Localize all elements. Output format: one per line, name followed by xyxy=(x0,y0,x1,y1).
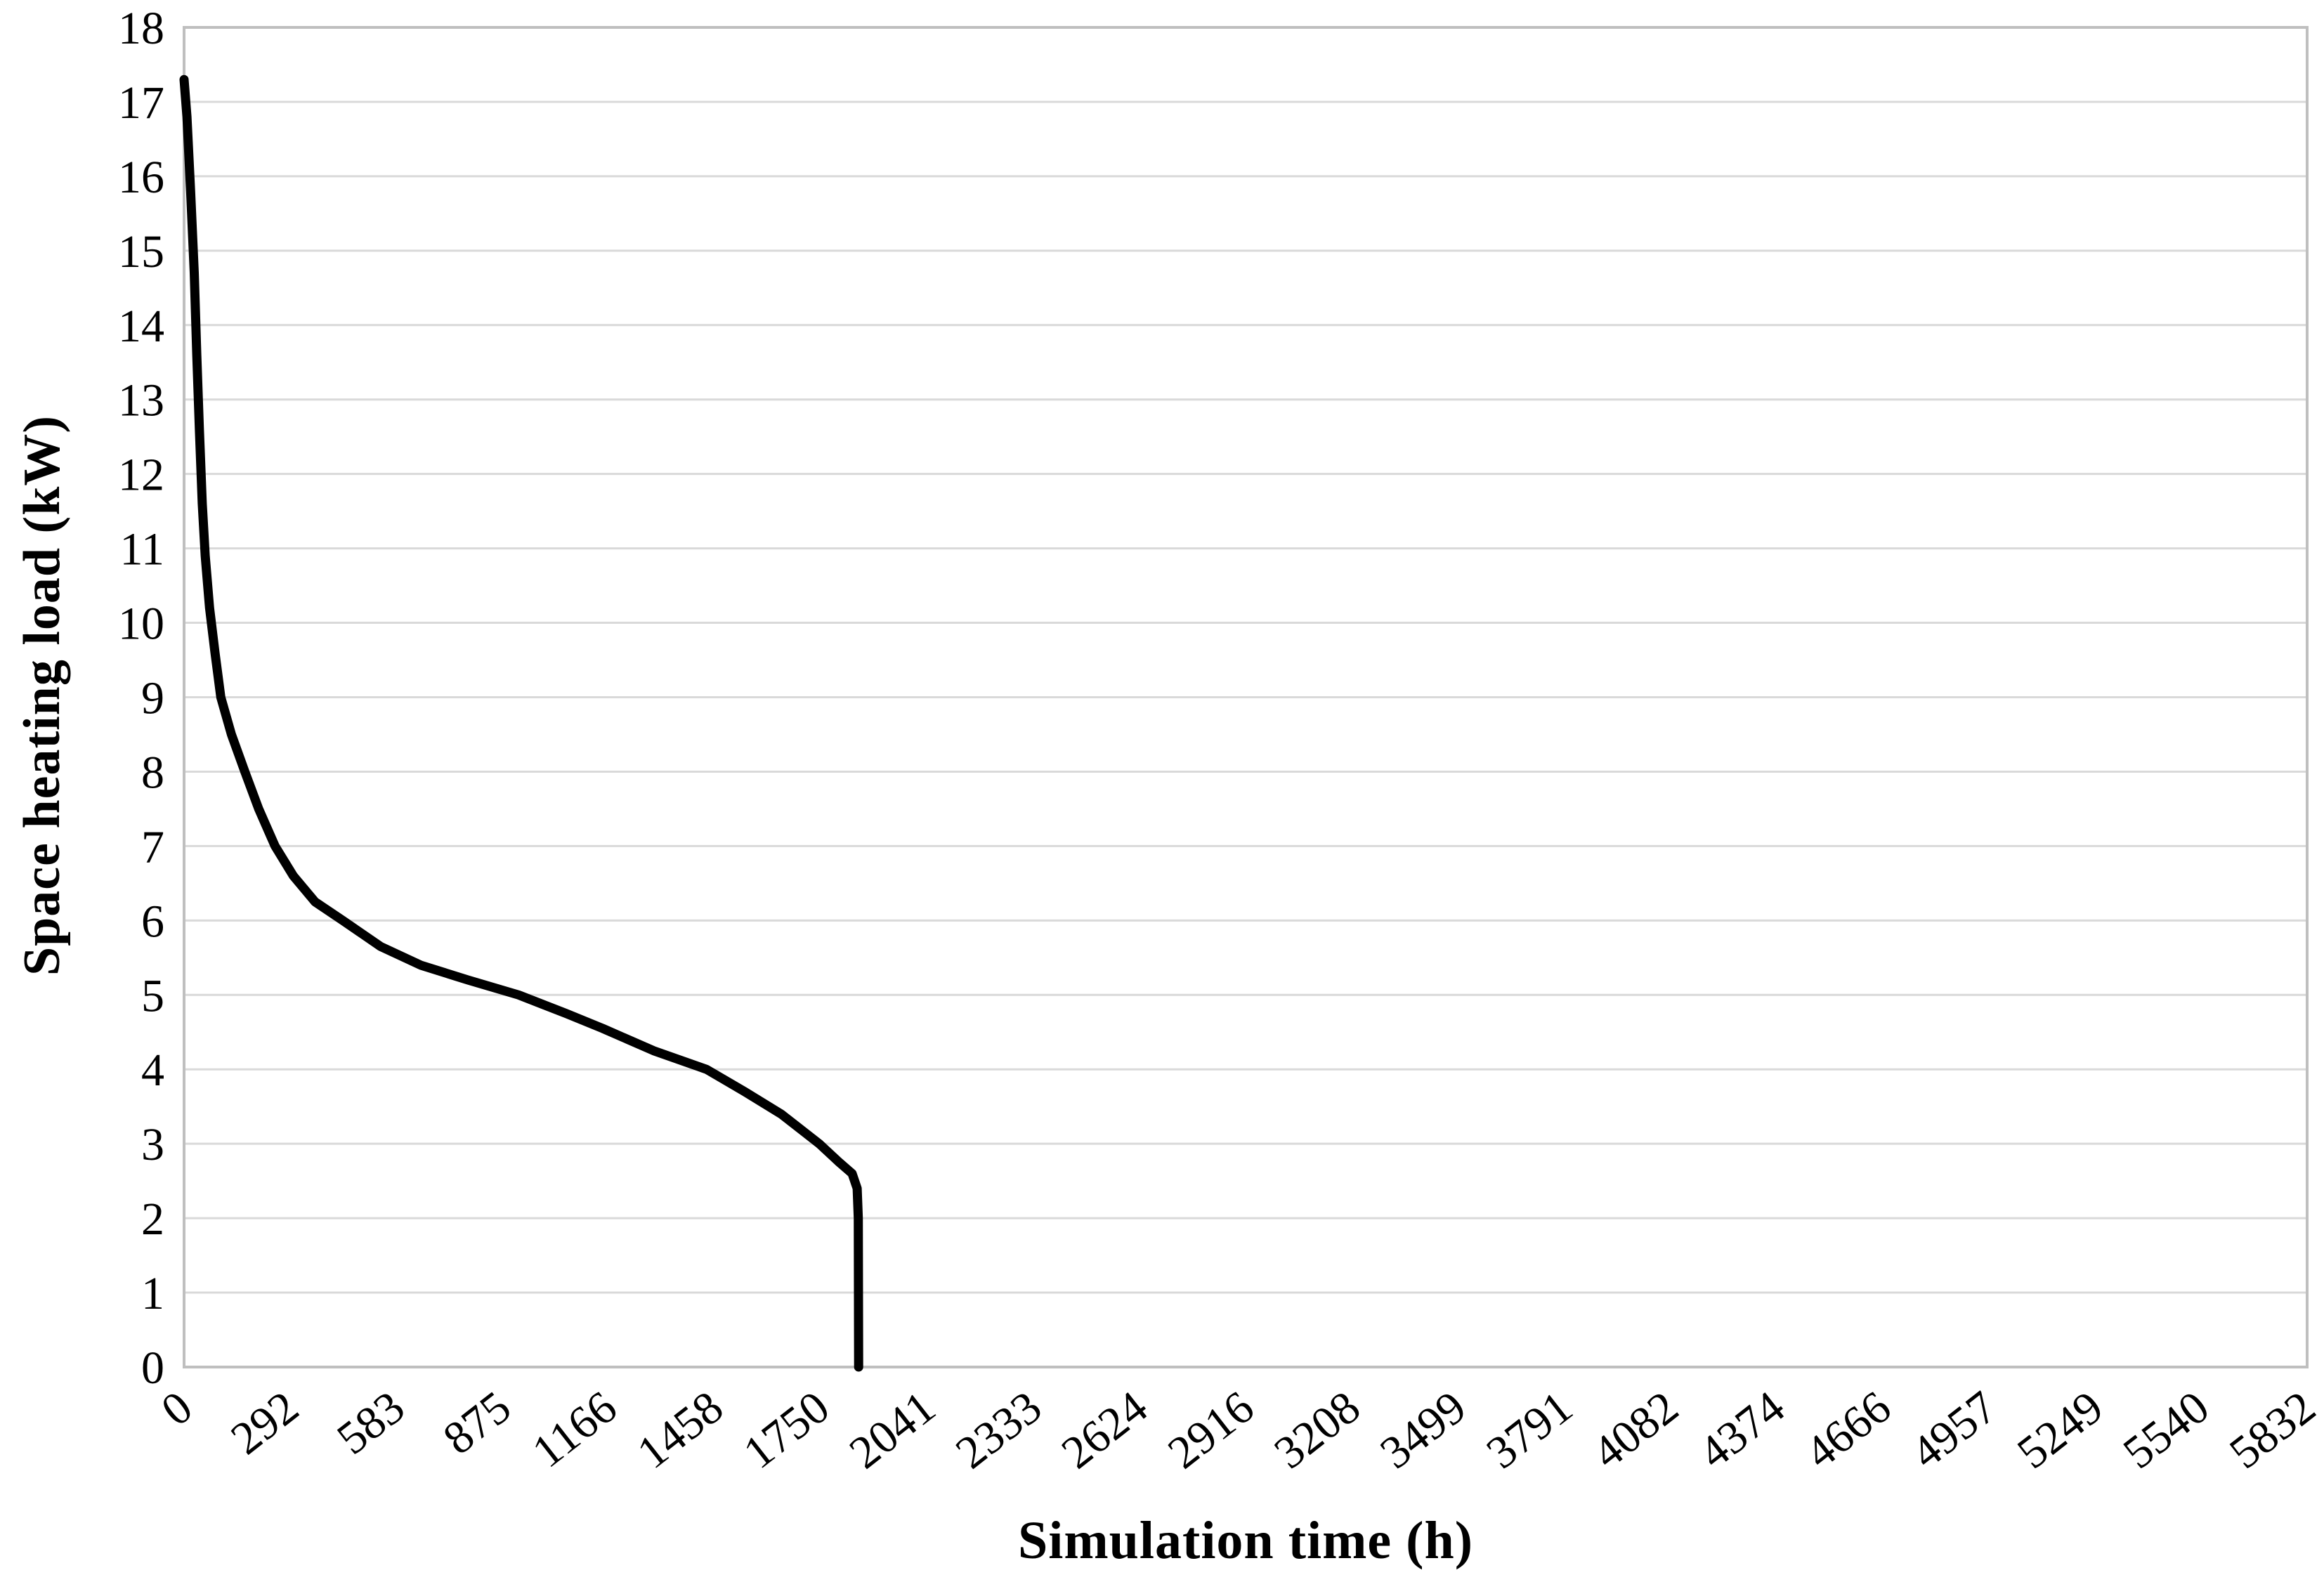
x-tick-label: 2624 xyxy=(1052,1381,1157,1479)
y-tick-label: 17 xyxy=(118,77,164,129)
x-tick-label: 292 xyxy=(222,1381,308,1464)
x-tick-label: 5249 xyxy=(2008,1381,2113,1479)
y-tick-label: 5 xyxy=(141,970,164,1021)
plot-border xyxy=(183,26,2309,1368)
y-tick-label: 10 xyxy=(118,599,164,650)
x-tick-label: 0 xyxy=(152,1381,202,1436)
x-tick-label: 875 xyxy=(434,1381,521,1464)
x-tick-label: 4957 xyxy=(1902,1381,2006,1479)
x-axis-title: Simulation time (h) xyxy=(1017,1511,1474,1570)
x-tick-label: 583 xyxy=(327,1381,414,1464)
gridlines xyxy=(184,26,2307,1368)
x-tick-label: 4666 xyxy=(1796,1381,1900,1479)
x-tick-label: 2041 xyxy=(840,1381,945,1479)
x-tick-label: 1166 xyxy=(523,1381,626,1477)
y-tick-label: 1 xyxy=(141,1268,164,1319)
x-tick-label: 2333 xyxy=(946,1381,1051,1479)
y-tick-label: 15 xyxy=(118,226,164,277)
y-tick-label: 13 xyxy=(118,375,164,426)
x-tick-label: 4082 xyxy=(1583,1381,1687,1479)
y-tick-label: 16 xyxy=(118,152,164,203)
y-tick-label: 11 xyxy=(119,524,164,575)
y-axis-title: Space heating load (kW) xyxy=(13,415,71,976)
y-tick-label: 3 xyxy=(141,1119,164,1170)
x-tick-label: 3208 xyxy=(1265,1381,1370,1479)
y-tick-label: 4 xyxy=(141,1045,164,1096)
load-curve xyxy=(179,74,863,1372)
y-tick-label: 14 xyxy=(118,301,164,352)
y-tick-label: 9 xyxy=(141,673,164,724)
y-tick-label: 6 xyxy=(141,896,164,947)
y-tick-label: 0 xyxy=(141,1342,164,1394)
x-tick-label: 1750 xyxy=(734,1381,839,1479)
x-tick-label: 2916 xyxy=(1158,1381,1263,1479)
x-tick-label: 5540 xyxy=(2114,1381,2219,1479)
x-tick-label: 5832 xyxy=(2220,1381,2324,1479)
x-tick-label: 3499 xyxy=(1371,1381,1475,1479)
x-axis-tick-labels: 0 292 583 875 1166 1458 1750 2041 2333 2624 2916 32… xyxy=(152,1381,2324,1479)
y-tick-label: 12 xyxy=(118,450,164,501)
x-tick-label: 3791 xyxy=(1477,1381,1582,1479)
y-tick-label: 7 xyxy=(141,821,164,872)
x-tick-label: 1458 xyxy=(628,1381,733,1479)
y-tick-label: 8 xyxy=(141,747,164,798)
y-tick-label: 2 xyxy=(141,1194,164,1245)
x-tick-label: 4374 xyxy=(1690,1381,1794,1479)
y-tick-label: 18 xyxy=(118,3,164,54)
